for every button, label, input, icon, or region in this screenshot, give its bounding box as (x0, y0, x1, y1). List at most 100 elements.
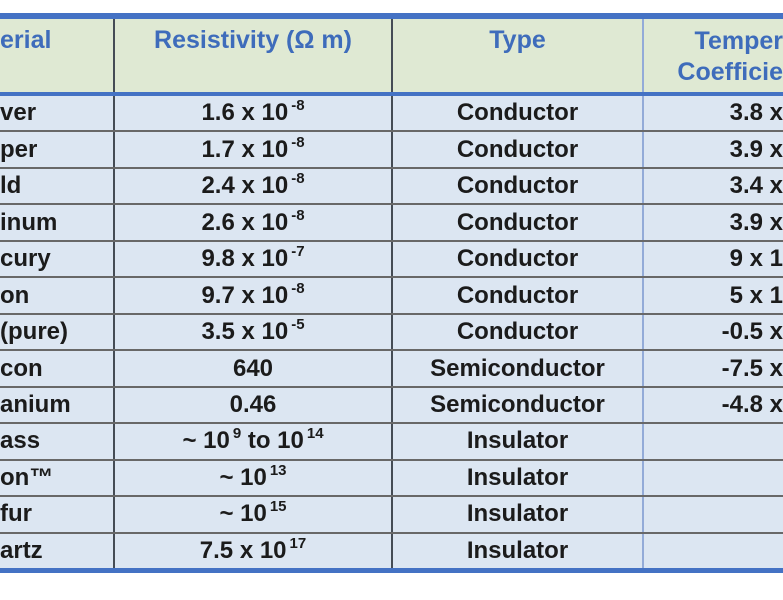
resistivity-value: ~ 10 9 to 10 14 (182, 425, 324, 455)
type-label: Semiconductor (430, 354, 605, 382)
temp-coeff-cell: 9 x 1 (644, 242, 783, 276)
type-label: Semiconductor (430, 390, 605, 418)
material-label: con (0, 354, 43, 382)
type-label: Conductor (456, 281, 579, 309)
table-row: anium 0.46 Semiconductor -4.8 x (0, 387, 783, 425)
resistivity-cell: 1.7 x 10 -8 (115, 132, 393, 167)
material-label: on™ (0, 463, 54, 491)
type-label: Conductor (456, 99, 579, 127)
resistivity-cell: ~ 10 13 (115, 460, 393, 496)
temp-coeff-value: 3.9 x (729, 135, 783, 163)
material-cell: per (0, 132, 115, 167)
table-row: con 640 Semiconductor -7.5 x (0, 351, 783, 388)
material-label: fur (0, 500, 32, 528)
resistivity-value: ~ 10 15 (219, 498, 287, 528)
resistivity-value: 7.5 x 10 17 (199, 534, 307, 564)
temp-coeff-cell: 3.9 x (644, 205, 783, 239)
header-temperature-coefficient: Temper Coefficie (644, 19, 783, 92)
type-label: Insulator (466, 536, 569, 564)
temp-coeff-cell: -4.8 x (644, 388, 783, 422)
temp-coeff-value: 3.8 x (729, 99, 783, 127)
material-cell: ver (0, 96, 115, 131)
temp-coeff-cell: -0.5 x (644, 315, 783, 349)
temp-coeff-cell: 3.4 x (644, 169, 783, 203)
table-row: ass ~ 10 9 to 10 14 Insulator (0, 424, 783, 461)
header-temp-line1: Temper (694, 27, 783, 55)
temp-coeff-value: 3.9 x (729, 208, 783, 236)
resistivity-value: 0.46 (229, 390, 277, 418)
type-label: Conductor (456, 172, 579, 200)
material-label: cury (0, 245, 51, 273)
temp-coeff-cell: 3.8 x (644, 96, 783, 130)
material-cell: ass (0, 424, 115, 459)
material-label: (pure) (0, 318, 68, 346)
resistivity-value: 1.7 x 10 -8 (201, 133, 305, 163)
table-row: ld 2.4 x 10 -8 Conductor 3.4 x (0, 168, 783, 206)
table-row: fur ~ 10 15 Insulator (0, 497, 783, 534)
material-cell: fur (0, 497, 115, 532)
resistivity-cell: ~ 10 15 (115, 497, 393, 532)
type-cell: Conductor (393, 132, 644, 167)
type-label: Conductor (456, 208, 579, 236)
material-label: ass (0, 427, 41, 455)
type-cell: Insulator (393, 497, 644, 532)
type-cell: Conductor (393, 278, 644, 313)
type-label: Insulator (466, 463, 569, 491)
temp-coeff-cell (644, 461, 783, 495)
type-cell: Insulator (393, 424, 644, 459)
table-row: artz 7.5 x 10 17 Insulator (0, 533, 783, 569)
resistivity-cell: 2.6 x 10 -8 (115, 205, 393, 240)
material-cell: on (0, 278, 115, 313)
temp-coeff-cell: -7.5 x (644, 351, 783, 385)
header-type-label: Type (489, 26, 546, 54)
resistivity-cell: 3.5 x 10 -5 (115, 314, 393, 350)
temp-coeff-cell (644, 424, 783, 458)
table-body: ver 1.6 x 10 -8 Conductor 3.8 x per 1.7 x… (0, 96, 783, 569)
resistivity-value: 1.6 x 10 -8 (201, 97, 305, 127)
temp-coeff-value: 5 x 1 (729, 281, 783, 309)
type-label: Conductor (456, 245, 579, 273)
resistivity-value: 2.6 x 10 -8 (201, 206, 305, 236)
resistivity-cell: 7.5 x 10 17 (115, 533, 393, 569)
material-cell: con (0, 351, 115, 386)
material-cell: on™ (0, 460, 115, 496)
material-label: per (0, 135, 38, 163)
type-cell: Conductor (393, 205, 644, 240)
temp-coeff-value: -4.8 x (721, 390, 783, 418)
resistivity-value: 3.5 x 10 -5 (201, 316, 305, 346)
temp-coeff-value: 3.4 x (729, 172, 783, 200)
type-cell: Semiconductor (393, 351, 644, 386)
table-row: (pure) 3.5 x 10 -5 Conductor -0.5 x (0, 314, 783, 352)
resistivity-value: 9.7 x 10 -8 (201, 279, 305, 309)
material-cell: inum (0, 205, 115, 240)
table-header-row: erial Resistivity (Ω m) Type Temper Coef… (0, 19, 783, 96)
type-cell: Conductor (393, 168, 644, 204)
header-type: Type (393, 19, 644, 92)
resistivity-value: 2.4 x 10 -8 (201, 170, 305, 200)
material-cell: artz (0, 533, 115, 569)
resistivity-cell: 2.4 x 10 -8 (115, 168, 393, 204)
resistivity-value: 9.8 x 10 -7 (201, 243, 305, 273)
header-material-label: erial (0, 26, 52, 54)
temp-coeff-cell (644, 497, 783, 531)
resistivity-cell: 0.46 (115, 387, 393, 423)
material-cell: (pure) (0, 314, 115, 350)
material-label: anium (0, 390, 71, 418)
header-temp-line2: Coefficie (677, 58, 783, 86)
material-label: ver (0, 99, 37, 127)
resistivity-cell: 640 (115, 351, 393, 386)
material-cell: anium (0, 387, 115, 423)
resistivity-cell: 1.6 x 10 -8 (115, 96, 393, 131)
type-label: Conductor (456, 135, 579, 163)
header-material: erial (0, 19, 115, 92)
material-cell: cury (0, 241, 115, 277)
resistivity-value: 640 (232, 354, 274, 382)
table-row: ver 1.6 x 10 -8 Conductor 3.8 x (0, 96, 783, 133)
type-cell: Conductor (393, 241, 644, 277)
material-label: ld (0, 172, 22, 200)
type-cell: Insulator (393, 533, 644, 569)
material-cell: ld (0, 168, 115, 204)
table-row: cury 9.8 x 10 -7 Conductor 9 x 1 (0, 241, 783, 279)
header-resistivity-label: Resistivity (Ω m) (154, 26, 352, 54)
